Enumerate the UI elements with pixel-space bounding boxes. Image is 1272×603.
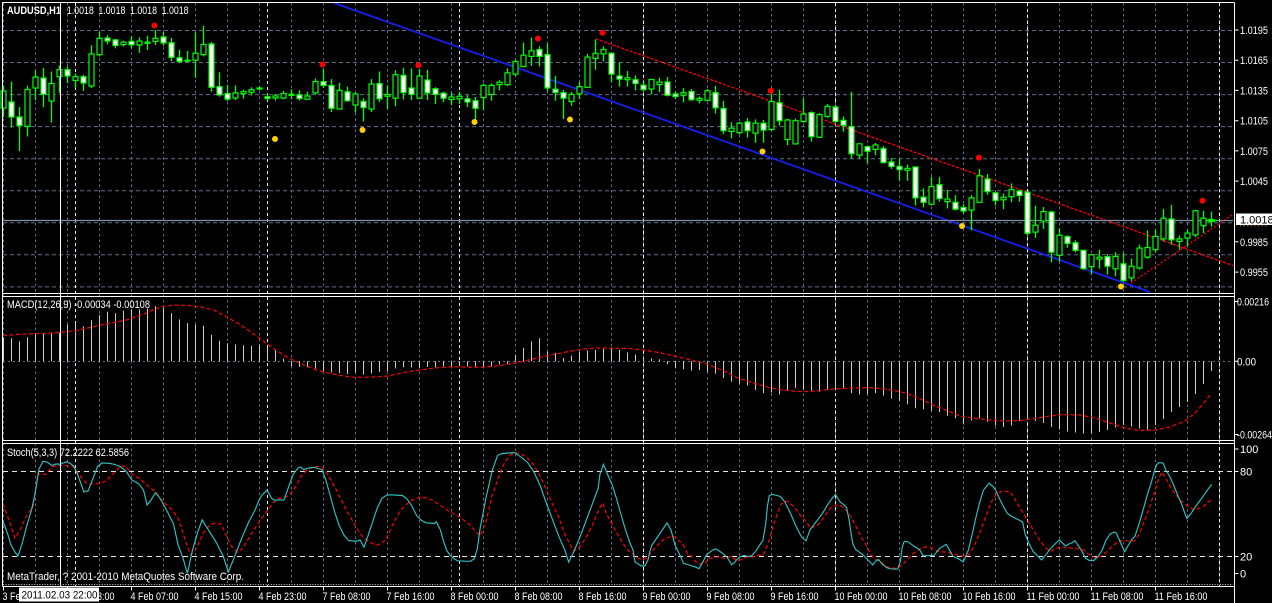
svg-text:1.0165: 1.0165 xyxy=(1240,55,1268,67)
svg-text:8 Feb 00:00: 8 Feb 00:00 xyxy=(451,591,499,603)
svg-text:-0.00264: -0.00264 xyxy=(1237,430,1272,442)
svg-text:0.00: 0.00 xyxy=(1237,356,1256,368)
svg-text:Stoch(5,3,3) 72.2222 62.5856: Stoch(5,3,3) 72.2222 62.5856 xyxy=(7,447,129,459)
svg-text:0.9955: 0.9955 xyxy=(1240,267,1268,279)
svg-text:1.0018: 1.0018 xyxy=(130,5,157,17)
svg-text:4 Feb 07:00: 4 Feb 07:00 xyxy=(131,591,179,603)
svg-text:MetaTrader, ? 2001-2010 MetaQu: MetaTrader, ? 2001-2010 MetaQuotes Softw… xyxy=(7,571,244,583)
svg-text:20: 20 xyxy=(1240,552,1252,564)
svg-text:2011.02.03 22:00: 2011.02.03 22:00 xyxy=(22,590,98,602)
svg-text:1.0195: 1.0195 xyxy=(1240,25,1268,37)
svg-text:10 Feb 00:00: 10 Feb 00:00 xyxy=(835,591,888,603)
svg-text:1.0045: 1.0045 xyxy=(1240,176,1268,188)
svg-text:0: 0 xyxy=(1240,569,1246,581)
svg-text:4 Feb 23:00: 4 Feb 23:00 xyxy=(259,591,307,603)
svg-text:0.00216: 0.00216 xyxy=(1237,297,1269,309)
svg-text:4 Feb 15:00: 4 Feb 15:00 xyxy=(195,591,243,603)
svg-text:1.0018: 1.0018 xyxy=(98,5,125,17)
svg-text:1.0018: 1.0018 xyxy=(1240,215,1272,227)
svg-text:0.9985: 0.9985 xyxy=(1240,237,1268,249)
svg-text:7 Feb 08:00: 7 Feb 08:00 xyxy=(323,591,371,603)
svg-text:8 Feb 16:00: 8 Feb 16:00 xyxy=(579,591,627,603)
svg-text:1.0018: 1.0018 xyxy=(67,5,94,17)
svg-text:10 Feb 08:00: 10 Feb 08:00 xyxy=(899,591,952,603)
svg-text:1.0135: 1.0135 xyxy=(1240,85,1268,97)
svg-text:11 Feb 00:00: 11 Feb 00:00 xyxy=(1027,591,1080,603)
svg-text:1.0105: 1.0105 xyxy=(1240,116,1268,128)
svg-text:11 Feb 08:00: 11 Feb 08:00 xyxy=(1091,591,1144,603)
svg-text:MACD(12,26,9) -0.00034 -0.0010: MACD(12,26,9) -0.00034 -0.00108 xyxy=(7,299,150,311)
svg-text:1.0018: 1.0018 xyxy=(162,5,189,17)
svg-text:10 Feb 16:00: 10 Feb 16:00 xyxy=(963,591,1016,603)
svg-text:100: 100 xyxy=(1240,444,1258,456)
svg-text:11 Feb 16:00: 11 Feb 16:00 xyxy=(1155,591,1208,603)
svg-text:8 Feb 08:00: 8 Feb 08:00 xyxy=(515,591,563,603)
svg-text:9 Feb 00:00: 9 Feb 00:00 xyxy=(643,591,691,603)
svg-text:9 Feb 16:00: 9 Feb 16:00 xyxy=(771,591,819,603)
svg-text:AUDUSD,H1: AUDUSD,H1 xyxy=(7,5,61,17)
svg-text:9 Feb 08:00: 9 Feb 08:00 xyxy=(707,591,755,603)
svg-text:7 Feb 16:00: 7 Feb 16:00 xyxy=(387,591,435,603)
svg-text:1.0075: 1.0075 xyxy=(1240,146,1268,158)
svg-text:80: 80 xyxy=(1240,467,1252,479)
